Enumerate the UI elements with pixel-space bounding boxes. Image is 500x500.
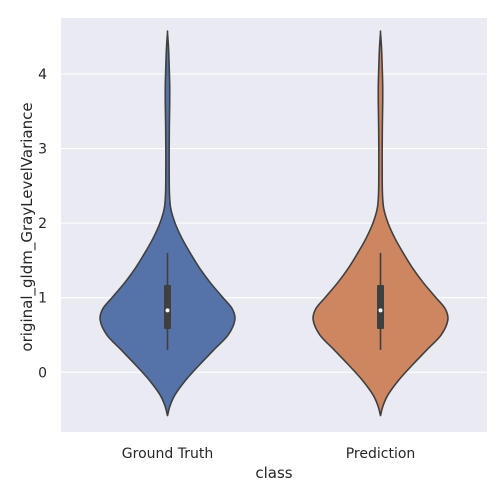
violin-body (99, 30, 236, 417)
x-tick-label: Prediction (346, 446, 416, 462)
y-tick-label: 3 (38, 142, 47, 158)
y-tick-label: 0 (38, 365, 47, 381)
y-tick-label: 1 (38, 291, 47, 307)
x-tick-labels: Ground Truth Prediction (122, 446, 416, 462)
violin-body (312, 30, 449, 417)
y-tick-label: 2 (38, 216, 47, 232)
x-tick-label: Ground Truth (122, 446, 213, 462)
x-axis-title: class (255, 464, 292, 482)
y-tick-label: 4 (38, 67, 47, 83)
plot-background (61, 18, 487, 432)
violin-median-marker (165, 308, 170, 313)
y-axis-title: original_gldm_GrayLevelVariance (18, 102, 37, 351)
violin-median-marker (378, 308, 383, 313)
violin-iqr-box (164, 285, 171, 330)
violins (99, 30, 449, 417)
violin-iqr-box (377, 285, 384, 330)
y-tick-labels: 0 1 2 3 4 (38, 67, 47, 381)
